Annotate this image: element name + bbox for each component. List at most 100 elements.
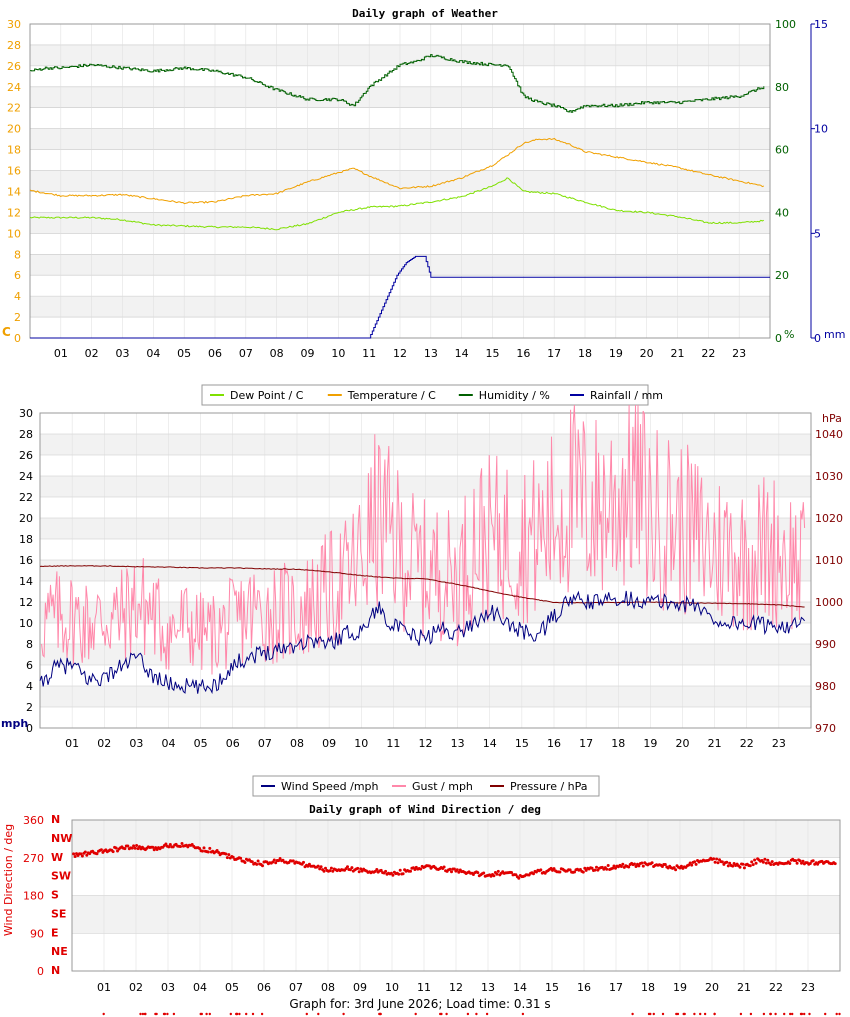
dir-x-tick: 23 xyxy=(801,981,815,994)
direction-point xyxy=(428,864,431,868)
y-left-tick: 28 xyxy=(7,39,21,52)
direction-point xyxy=(346,865,349,869)
y-right-tick: 1020 xyxy=(815,512,843,525)
weather-x-tick: 09 xyxy=(301,347,315,360)
y-tick: 270 xyxy=(23,852,44,865)
direction-point xyxy=(208,846,212,850)
dir-x-tick: 11 xyxy=(417,981,431,994)
y-right-tick: 970 xyxy=(815,722,836,735)
direction-point xyxy=(764,861,768,865)
direction-point xyxy=(256,859,260,863)
direction-point xyxy=(606,864,610,867)
wind-x-tick: 03 xyxy=(129,737,143,750)
y-left-tick: 10 xyxy=(19,617,33,630)
wind-chart: 024681012141618202224262830mphhPa9709809… xyxy=(1,404,843,797)
direction-point xyxy=(398,868,402,872)
direction-marker xyxy=(774,1012,777,1016)
series-line-gust xyxy=(41,404,806,675)
direction-point xyxy=(517,876,521,880)
direction-point xyxy=(99,848,103,852)
y-left-tick: 10 xyxy=(7,227,21,240)
wind-x-tick: 22 xyxy=(740,737,754,750)
wind-x-tick: 13 xyxy=(451,737,465,750)
weather-x-tick: 05 xyxy=(177,347,191,360)
y-left-tick: 2 xyxy=(14,311,21,324)
wind-x-tick: 20 xyxy=(676,737,690,750)
direction-point xyxy=(753,858,757,862)
dir-x-tick: 20 xyxy=(705,981,719,994)
direction-marker xyxy=(749,1012,753,1016)
wind-x-tick: 23 xyxy=(772,737,786,750)
weather-x-tick: 01 xyxy=(54,347,68,360)
direction-marker xyxy=(647,1012,651,1016)
direction-point xyxy=(769,863,773,866)
direction-point xyxy=(225,856,229,860)
direction-point xyxy=(679,864,683,868)
direction-point xyxy=(766,858,770,862)
direction-point xyxy=(328,869,332,873)
wind-x-tick: 04 xyxy=(162,737,176,750)
direction-point xyxy=(85,853,89,857)
direction-point xyxy=(637,864,641,868)
direction-marker xyxy=(652,1012,655,1016)
direction-marker xyxy=(414,1012,417,1016)
wind-x-tick: 16 xyxy=(547,737,561,750)
direction-point xyxy=(751,863,755,867)
weather-x-tick: 10 xyxy=(331,347,345,360)
direction-marker xyxy=(260,1012,264,1016)
direction-marker xyxy=(166,1012,169,1016)
direction-point xyxy=(712,857,716,861)
weather-x-tick: 21 xyxy=(671,347,685,360)
wind-frame xyxy=(39,412,812,729)
direction-point xyxy=(419,867,423,871)
direction-point xyxy=(693,860,697,864)
weather-x-tick: 19 xyxy=(609,347,623,360)
direction-point xyxy=(558,870,562,874)
y-left-tick: 16 xyxy=(19,554,33,567)
direction-point xyxy=(627,865,631,869)
y-tick: 180 xyxy=(23,890,44,903)
dir-x-tick: 16 xyxy=(577,981,591,994)
direction-marker xyxy=(440,1012,443,1016)
y-axis-label: Wind Direction / deg xyxy=(2,824,15,936)
dir-x-tick: 13 xyxy=(481,981,495,994)
dir-x-tick: 08 xyxy=(321,981,335,994)
wind-x-tick: 21 xyxy=(708,737,722,750)
direction-marker xyxy=(824,1012,827,1016)
compass-label: S xyxy=(51,889,59,902)
direction-point xyxy=(277,859,281,863)
direction-point xyxy=(133,846,137,850)
direction-point xyxy=(201,849,204,853)
direction-marker xyxy=(699,1012,702,1016)
y-right1-tick: 100 xyxy=(775,18,796,31)
direction-marker xyxy=(305,1012,308,1016)
wind-x-tick: 01 xyxy=(65,737,79,750)
series-line-wind xyxy=(39,590,805,695)
direction-marker xyxy=(139,1012,142,1016)
y-right1-unit: % xyxy=(784,328,794,341)
direction-marker xyxy=(238,1012,241,1016)
dir-x-tick: 19 xyxy=(673,981,687,994)
direction-point xyxy=(663,863,667,866)
direction-point xyxy=(726,864,730,868)
y-right2-tick: 10 xyxy=(814,123,828,136)
direction-point xyxy=(79,852,83,856)
dir-x-tick: 12 xyxy=(449,981,463,994)
direction-marker xyxy=(838,1012,841,1016)
y-left-tick: 4 xyxy=(14,290,21,303)
direction-point xyxy=(350,866,354,870)
y-left-tick: 22 xyxy=(7,102,21,115)
weather-x-tick: 18 xyxy=(578,347,592,360)
y-right-tick: 1030 xyxy=(815,470,843,483)
direction-point xyxy=(316,864,320,868)
weather-frame xyxy=(29,23,771,339)
direction-point xyxy=(641,864,645,868)
y-left-tick: 30 xyxy=(7,18,21,31)
direction-point xyxy=(272,858,276,862)
y-left-tick: 24 xyxy=(19,470,33,483)
direction-point xyxy=(761,860,765,864)
y-right-tick: 990 xyxy=(815,638,836,651)
direction-marker xyxy=(251,1012,255,1016)
direction-point xyxy=(95,852,99,856)
direction-marker xyxy=(683,1012,686,1016)
